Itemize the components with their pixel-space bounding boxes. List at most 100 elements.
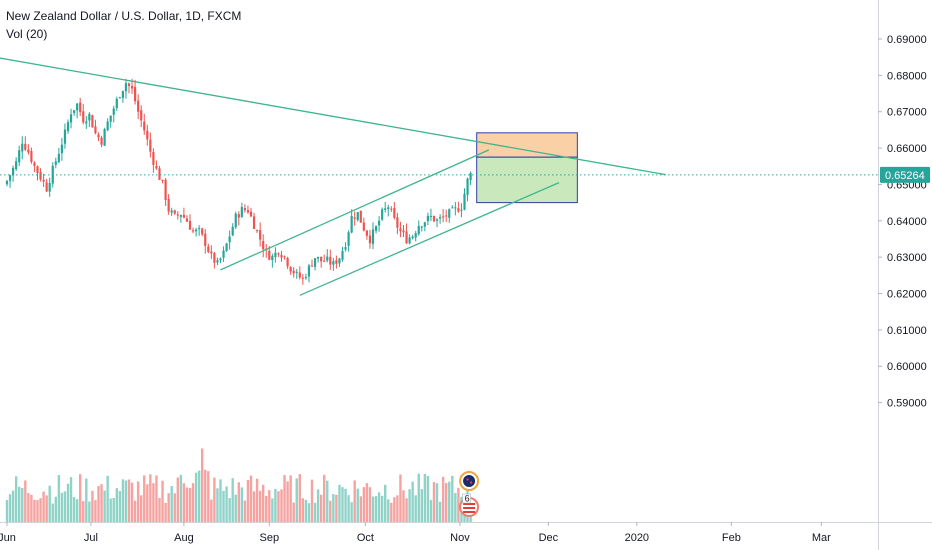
volume-bar — [201, 448, 204, 522]
candle-body — [103, 129, 106, 146]
volume-bar — [438, 501, 442, 522]
candle-body — [188, 220, 192, 230]
candle-body — [310, 265, 314, 267]
candle-body — [405, 231, 408, 244]
candle-body — [143, 121, 146, 131]
volume-bar — [225, 486, 228, 522]
candle-body — [149, 139, 152, 152]
candle-body — [460, 209, 463, 211]
candle-body — [100, 137, 103, 145]
volume-bar — [69, 477, 73, 522]
volume-bar — [194, 472, 198, 522]
volume-bar — [295, 478, 298, 522]
volume-bar — [176, 477, 179, 522]
volume-bar — [271, 498, 274, 522]
candle-body — [298, 272, 301, 278]
candle-body — [359, 210, 362, 223]
volume-bar — [167, 493, 170, 522]
volume-bar — [353, 480, 356, 522]
candle-body — [39, 171, 42, 180]
candle-body — [63, 129, 67, 144]
volume-bar — [313, 502, 317, 522]
candle-body — [118, 97, 121, 99]
volume-bar — [127, 479, 131, 522]
volume-bar — [152, 483, 155, 522]
volume-bar — [182, 483, 186, 522]
volume-bar — [448, 481, 451, 522]
candle-body — [301, 277, 304, 279]
y-tick-label: 0.61000 — [887, 325, 927, 337]
candle-body — [356, 212, 359, 221]
volume-bar — [112, 497, 115, 522]
volume-bar — [310, 479, 314, 522]
volume-bar — [274, 488, 277, 522]
candle-body — [54, 161, 57, 165]
candle-body — [307, 265, 311, 277]
volume-bar — [106, 475, 109, 522]
y-tick-label: 0.60000 — [887, 361, 927, 373]
volume-bar — [155, 475, 158, 522]
volume-bar — [63, 491, 67, 522]
volume-bar — [188, 487, 192, 522]
candle-body — [435, 219, 439, 221]
volume-bar — [393, 497, 396, 522]
candle-body — [18, 150, 21, 163]
candle-body — [5, 180, 9, 185]
volume-bar — [72, 497, 76, 522]
volume-bar — [118, 491, 122, 522]
candle-body — [414, 233, 417, 238]
candle-body — [277, 253, 280, 255]
stop-zone-box — [476, 132, 578, 158]
last-price-tag — [880, 166, 930, 183]
volume-bar — [420, 489, 423, 522]
volume-bar — [408, 489, 411, 522]
volume-bar — [21, 487, 24, 522]
volume-bar — [85, 478, 88, 522]
volume-bar — [286, 481, 289, 522]
candle-body — [222, 250, 225, 258]
volume-bar — [341, 487, 344, 522]
volume-bar — [365, 483, 369, 522]
volume-bar — [170, 486, 173, 522]
x-tick-label: Jun — [0, 532, 16, 544]
channel-upper-trendline — [220, 149, 490, 271]
candle-body — [426, 215, 429, 222]
volume-bar — [445, 483, 448, 522]
candle-body — [368, 235, 372, 244]
volume-bar — [362, 487, 366, 522]
volume-bar — [164, 502, 167, 522]
volume-bar — [414, 495, 417, 522]
candle-body — [243, 208, 246, 211]
volume-bar — [11, 490, 15, 522]
volume-bar — [384, 484, 387, 522]
volume-bar — [396, 495, 399, 522]
volume-bar — [454, 493, 457, 522]
volume-bar — [451, 475, 454, 522]
volume-bar — [8, 494, 12, 522]
candle-body — [445, 215, 448, 217]
candle-body — [130, 86, 134, 89]
candle-body — [399, 228, 402, 232]
volume-bar — [374, 496, 378, 522]
volume-bar — [426, 475, 430, 522]
candle-body — [121, 90, 124, 98]
volume-bar — [249, 475, 253, 522]
candle-body — [423, 222, 426, 227]
candle-body — [262, 241, 265, 250]
x-tick-label: Jul — [84, 532, 98, 544]
volume-bar — [197, 470, 201, 522]
candle-body — [249, 211, 253, 217]
candle-body — [439, 217, 442, 219]
candle-body — [246, 210, 250, 213]
volume-bar — [216, 488, 219, 522]
volume-bar — [149, 474, 152, 522]
candle-body — [12, 167, 15, 176]
candle-body — [97, 134, 100, 138]
candle-body — [140, 110, 143, 121]
volume-bar — [103, 490, 106, 522]
candle-body — [317, 256, 320, 259]
volume-bar — [368, 487, 372, 522]
candle-body — [393, 208, 396, 218]
candle-body — [271, 255, 274, 261]
